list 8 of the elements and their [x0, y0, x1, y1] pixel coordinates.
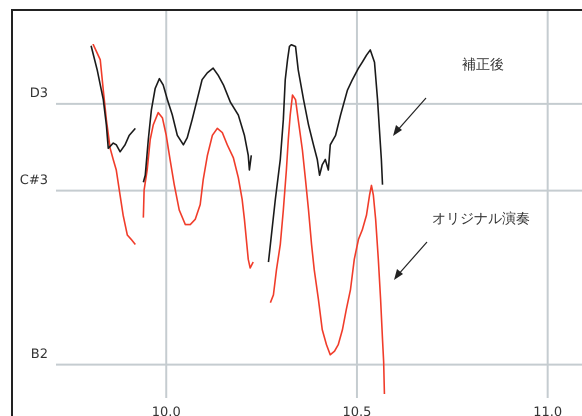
- ref-line-label: B2: [30, 346, 48, 362]
- text: オリジナル演奏: [432, 210, 530, 228]
- ref-line-label: D3: [30, 86, 48, 102]
- x-tick-label: 10.0: [152, 405, 181, 416]
- text: 補正後: [462, 56, 504, 74]
- x-tick-label: 11.0: [533, 405, 562, 416]
- ref-line-label: C#3: [20, 173, 48, 188]
- x-tick-label: 10.5: [342, 405, 372, 416]
